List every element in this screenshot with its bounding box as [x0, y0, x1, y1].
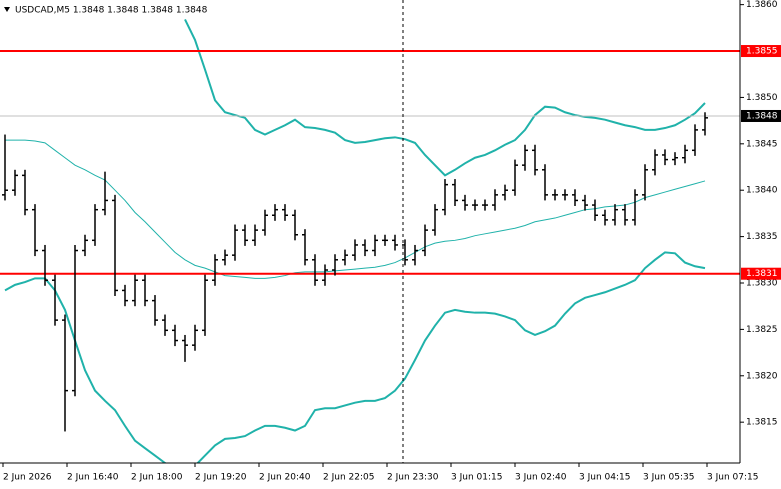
x-tick-label: 2 Jun 22:05: [323, 473, 374, 483]
x-tick-label: 3 Jun 04:15: [579, 473, 630, 483]
x-tick-label: 2 Jun 18:00: [131, 473, 183, 483]
price-level-box: [741, 45, 781, 58]
x-tick-label: 2 Jun 2026: [3, 473, 52, 483]
x-tick-label: 3 Jun 01:15: [451, 473, 502, 483]
y-tick-label: 1.3840: [746, 186, 778, 196]
band-upper: [184, 19, 706, 177]
plot-area: [0, 19, 740, 463]
y-tick-label: 1.3815: [746, 418, 778, 428]
x-tick-label: 3 Jun 07:15: [707, 473, 758, 483]
price-level-label: 1.3831: [746, 269, 778, 279]
y-tick-label: 1.3845: [746, 139, 778, 149]
price-level-box: [741, 267, 781, 280]
y-tick-label: 1.3825: [746, 325, 778, 335]
y-tick-label: 1.3860: [746, 0, 778, 10]
x-tick-label: 2 Jun 19:20: [195, 473, 247, 483]
y-tick-label: 1.3835: [746, 232, 778, 242]
menu-arrow[interactable]: [4, 7, 10, 12]
price-level-label: 1.3848: [746, 111, 778, 121]
y-tick-label: 1.3830: [746, 278, 778, 288]
y-tick-label: 1.3850: [746, 93, 778, 103]
x-tick-label: 3 Jun 02:40: [515, 473, 567, 483]
price-level-box: [741, 109, 781, 122]
band-lower: [4, 251, 706, 463]
x-tick-label: 2 Jun 16:40: [67, 473, 119, 483]
band-middle: [5, 139, 706, 279]
y-tick-label: 1.3820: [746, 371, 778, 381]
chart-title: USDCAD,M5 1.3848 1.3848 1.3848 1.3848: [15, 6, 208, 16]
x-tick-label: 2 Jun 23:30: [387, 473, 439, 483]
x-tick-label: 2 Jun 20:40: [259, 473, 311, 483]
x-tick-label: 3 Jun 05:35: [643, 473, 694, 483]
price-level-label: 1.3855: [746, 47, 778, 57]
